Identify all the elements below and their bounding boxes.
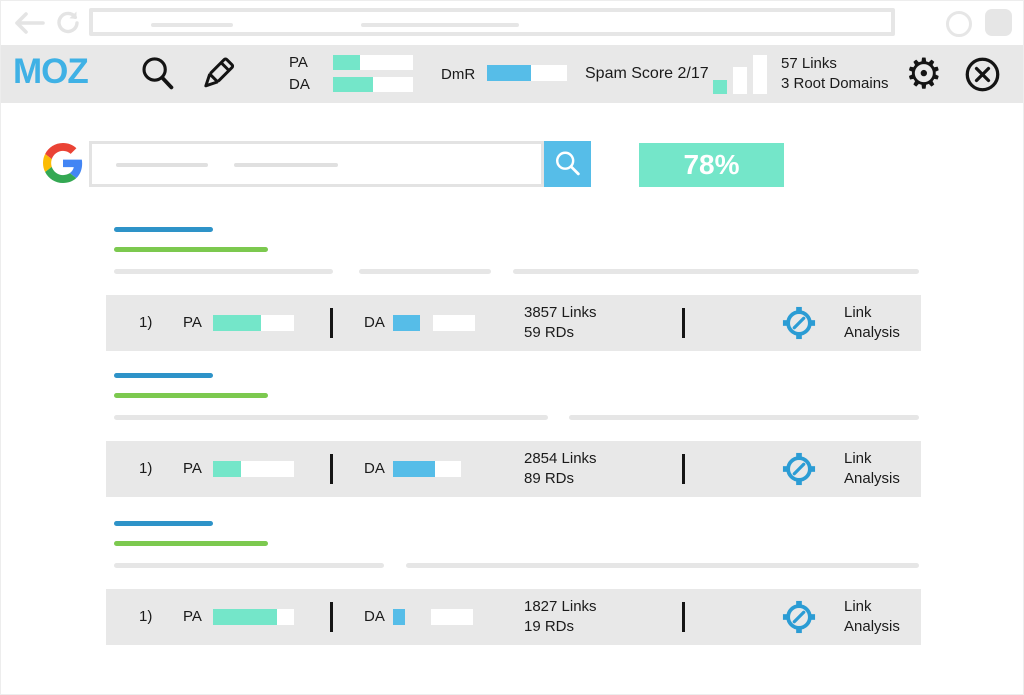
pa-score-bar: [213, 315, 294, 331]
profile-icon[interactable]: [946, 11, 972, 37]
rds-count: 89 RDs: [524, 470, 575, 487]
link-analysis-icon[interactable]: [782, 306, 816, 340]
result-desc-line: [569, 415, 919, 420]
link-analysis-icon[interactable]: [782, 452, 816, 486]
url-placeholder-line: [361, 23, 519, 27]
result-desc-line: [114, 269, 333, 274]
links-summary: 57 Links 3 Root Domains: [781, 54, 889, 94]
query-placeholder-line: [234, 163, 338, 167]
close-icon[interactable]: [964, 56, 1001, 93]
da-score-bar: [393, 461, 461, 477]
divider: [330, 454, 333, 484]
result-rank: 1): [139, 314, 153, 331]
search-button[interactable]: [544, 141, 591, 187]
da-label: DA: [289, 76, 310, 93]
result-rank: 1): [139, 608, 153, 625]
links-count: 57 Links: [781, 55, 837, 72]
da-score-bar: [393, 315, 475, 331]
pa-score-bar: [333, 55, 413, 70]
divider: [330, 602, 333, 632]
refresh-icon[interactable]: [55, 10, 81, 36]
mozbar-result-row: 1) PA DA 3857 Links 59 RDs Link Analysis: [106, 295, 921, 351]
dmr-label: DmR: [441, 66, 476, 83]
links-count: 1827 Links: [524, 598, 597, 615]
search-button-icon: [555, 151, 580, 176]
spam-score-chart: [713, 55, 767, 94]
result-desc-line: [114, 415, 548, 420]
browser-menu-button[interactable]: [985, 9, 1012, 36]
links-stats: 3857 Links 59 RDs: [524, 303, 597, 343]
result-url-line: [114, 247, 268, 252]
links-stats: 1827 Links 19 RDs: [524, 597, 597, 637]
divider: [682, 308, 685, 338]
da-score-bar: [393, 609, 473, 625]
root-domains-count: 3 Root Domains: [781, 75, 889, 92]
pa-label: PA: [183, 460, 202, 477]
result-rank: 1): [139, 460, 153, 477]
result-title-line[interactable]: [114, 521, 213, 526]
chart-bar: [733, 67, 747, 94]
result-desc-line: [406, 563, 919, 568]
moz-toolbar: MOZ PA DA DmR Spam Score 2/17: [1, 45, 1023, 103]
result-desc-line: [359, 269, 491, 274]
browser-chrome: [1, 1, 1023, 45]
chart-bar: [753, 55, 767, 94]
pa-score-bar: [213, 609, 294, 625]
link-analysis-link[interactable]: Link Analysis: [844, 450, 900, 487]
page-score-badge: 78%: [639, 143, 784, 187]
result-title-line[interactable]: [114, 373, 213, 378]
links-stats: 2854 Links 89 RDs: [524, 449, 597, 489]
back-icon[interactable]: [13, 10, 45, 36]
search-icon[interactable]: [139, 55, 177, 93]
divider: [682, 602, 685, 632]
dmr-score-bar: [487, 65, 567, 81]
result-title-line[interactable]: [114, 227, 213, 232]
spam-score-label: Spam Score 2/17: [585, 65, 709, 82]
pa-label: PA: [289, 54, 308, 71]
da-score-bar: [333, 77, 413, 92]
rds-count: 19 RDs: [524, 618, 575, 635]
divider: [330, 308, 333, 338]
links-count: 3857 Links: [524, 304, 597, 321]
moz-logo[interactable]: MOZ: [13, 52, 89, 91]
url-bar[interactable]: [89, 8, 895, 36]
links-count: 2854 Links: [524, 450, 597, 467]
pa-score-bar: [213, 461, 294, 477]
da-label: DA: [364, 608, 385, 625]
url-placeholder-line: [151, 23, 233, 27]
pa-label: PA: [183, 608, 202, 625]
mozbar-result-row: 1) PA DA 2854 Links 89 RDs Link Analysis: [106, 441, 921, 497]
link-analysis-icon[interactable]: [782, 600, 816, 634]
mozbar-result-row: 1) PA DA 1827 Links 19 RDs Link Analysis: [106, 589, 921, 645]
google-logo: [43, 143, 83, 183]
settings-gear-icon[interactable]: ⚙: [905, 50, 943, 97]
da-label: DA: [364, 314, 385, 331]
link-analysis-link[interactable]: Link Analysis: [844, 598, 900, 635]
result-desc-line: [513, 269, 919, 274]
result-desc-line: [114, 563, 384, 568]
result-url-line: [114, 393, 268, 398]
result-url-line: [114, 541, 268, 546]
pencil-icon[interactable]: [197, 53, 239, 95]
link-analysis-link[interactable]: Link Analysis: [844, 304, 900, 341]
search-input[interactable]: [89, 141, 544, 187]
da-label: DA: [364, 460, 385, 477]
chart-bar: [713, 80, 727, 94]
pa-label: PA: [183, 314, 202, 331]
rds-count: 59 RDs: [524, 324, 575, 341]
divider: [682, 454, 685, 484]
query-placeholder-line: [116, 163, 208, 167]
